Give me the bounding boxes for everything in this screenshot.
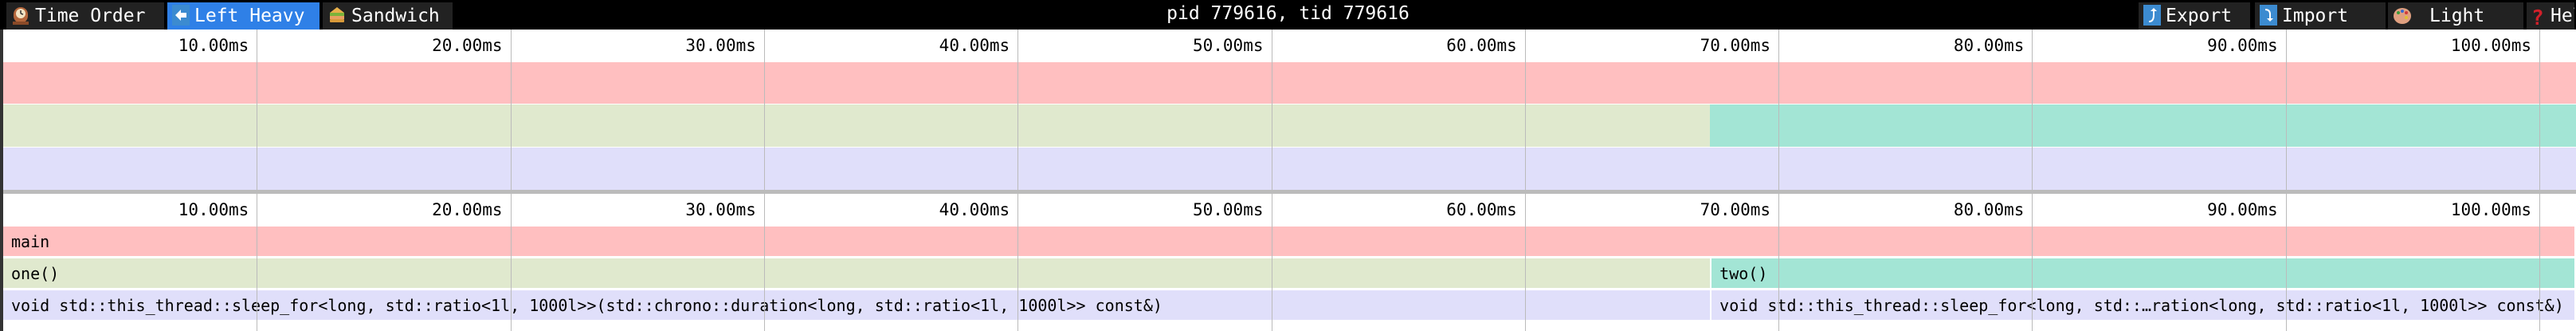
gridline <box>2285 30 2287 190</box>
export-label: Export <box>2166 6 2233 26</box>
tick-label: 60.00ms <box>1446 36 1517 55</box>
frame-label: main <box>11 232 50 251</box>
gridline <box>2539 194 2540 331</box>
theme-toggle-button[interactable]: Light <box>2388 2 2523 30</box>
frame-label: void std::this_thread::sleep_for<long, s… <box>11 296 1163 315</box>
minimap-frame <box>3 62 2576 104</box>
gridline <box>1017 30 1019 190</box>
flamegraph-time-ruler: 10.00ms 20.00ms 30.00ms 40.00ms 50.00ms 60.00… <box>3 194 2576 227</box>
flame-frame[interactable]: main <box>3 227 2574 256</box>
toolbar: Time Order Left Heavy Sandwich pid 77961… <box>0 0 2576 30</box>
tick-label: 40.00ms <box>939 36 1010 55</box>
tick-label: 30.00ms <box>685 36 756 55</box>
tab-label: Left Heavy <box>194 6 305 26</box>
minimap-frame <box>3 104 1711 147</box>
minimap-frame <box>3 148 1711 190</box>
tick-label: 50.00ms <box>1192 200 1264 219</box>
import-button[interactable]: Import <box>2255 2 2386 30</box>
palette-icon <box>2393 5 2412 26</box>
tick-label: 10.00ms <box>178 200 249 219</box>
help-label: Help <box>2551 6 2574 26</box>
import-icon <box>2260 4 2277 26</box>
tab-left-heavy[interactable]: Left Heavy <box>167 2 320 30</box>
left-arrow-icon <box>172 4 190 26</box>
tab-time-order[interactable]: Time Order <box>6 2 164 30</box>
tick-label: 70.00ms <box>1700 200 1771 219</box>
gridline <box>1778 194 1780 331</box>
import-label: Import <box>2282 6 2349 26</box>
tick-label: 30.00ms <box>685 200 756 219</box>
export-icon <box>2143 4 2161 26</box>
flame-frame[interactable]: void std::this_thread::sleep_for<long, s… <box>1711 290 2574 320</box>
tab-label: Sandwich <box>351 6 440 26</box>
tick-label: 90.00ms <box>2207 36 2278 55</box>
minimap-time-ruler: 10.00ms 20.00ms 30.00ms 40.00ms 50.00ms 60.00… <box>3 30 2576 62</box>
sandwich-icon <box>327 5 347 26</box>
gridline <box>510 194 512 331</box>
minimap-frame <box>1710 104 2576 147</box>
tick-label: 90.00ms <box>2207 200 2278 219</box>
flame-frame[interactable]: one() <box>3 258 1711 288</box>
tick-label: 50.00ms <box>1192 36 1264 55</box>
gridline <box>1524 30 1526 190</box>
tick-label: 20.00ms <box>432 36 503 55</box>
tab-sandwich[interactable]: Sandwich <box>323 2 453 30</box>
tick-label: 70.00ms <box>1700 36 1771 55</box>
gridline <box>1524 194 1526 331</box>
tick-label: 80.00ms <box>1953 200 2025 219</box>
tick-label: 40.00ms <box>939 200 1010 219</box>
gridline <box>2032 194 2033 331</box>
help-button[interactable]: ? Help <box>2527 2 2574 30</box>
gridline <box>2032 30 2033 190</box>
minimap-frame <box>1710 148 2576 190</box>
flame-frame[interactable]: void std::this_thread::sleep_for<long, s… <box>3 290 1711 320</box>
gridline <box>510 30 512 190</box>
gridline <box>763 194 765 331</box>
tick-label: 100.00ms <box>2450 200 2531 219</box>
export-button[interactable]: Export <box>2139 2 2250 30</box>
question-icon: ? <box>2531 6 2544 30</box>
panel-divider[interactable] <box>3 190 2576 194</box>
tab-label: Time Order <box>35 6 146 26</box>
frame-label: one() <box>11 264 60 283</box>
gridline <box>2539 30 2540 190</box>
gridline <box>763 30 765 190</box>
mantel-clock-icon <box>11 5 30 26</box>
flame-frame[interactable]: two() <box>1711 258 2574 288</box>
gridline <box>2285 194 2287 331</box>
gridline <box>1017 194 1019 331</box>
panel-border <box>0 30 3 331</box>
gridline <box>1778 30 1780 190</box>
tick-label: 80.00ms <box>1953 36 2025 55</box>
frame-label: two() <box>1719 264 1768 283</box>
theme-label: Light <box>2429 6 2485 26</box>
tick-label: 20.00ms <box>432 200 503 219</box>
tick-label: 60.00ms <box>1446 200 1517 219</box>
frame-label: void std::this_thread::sleep_for<long, s… <box>1719 296 2564 315</box>
tick-label: 10.00ms <box>178 36 249 55</box>
tick-label: 100.00ms <box>2450 36 2531 55</box>
